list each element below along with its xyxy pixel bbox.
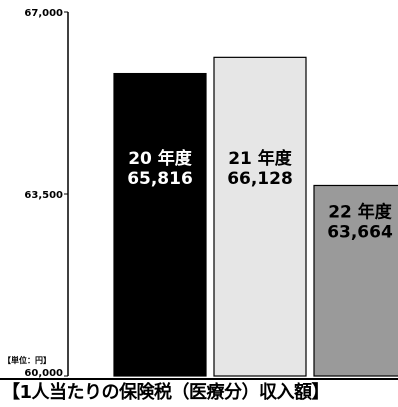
bar-category-label: 21 年度 bbox=[228, 148, 293, 169]
bars-group bbox=[113, 56, 398, 377]
chart-title: 【1人当たりの保険税（医療分）収入額】 bbox=[0, 378, 398, 407]
bar-category-label: 20 年度 bbox=[128, 148, 193, 169]
bar bbox=[113, 72, 207, 377]
y-tick-label: 63,500 bbox=[24, 190, 63, 201]
y-tick-label: 60,000 bbox=[24, 368, 63, 378]
y-tick-label: 67,000 bbox=[24, 8, 63, 19]
unit-label: 【単位：円】 bbox=[3, 356, 51, 365]
bar-category-label: 22 年度 bbox=[328, 201, 393, 222]
bar-value-label: 66,128 bbox=[227, 169, 293, 189]
bar-value-label: 65,816 bbox=[127, 169, 193, 189]
bar bbox=[313, 184, 398, 377]
bar-value-label: 63,664 bbox=[327, 222, 393, 242]
bar bbox=[213, 56, 307, 377]
